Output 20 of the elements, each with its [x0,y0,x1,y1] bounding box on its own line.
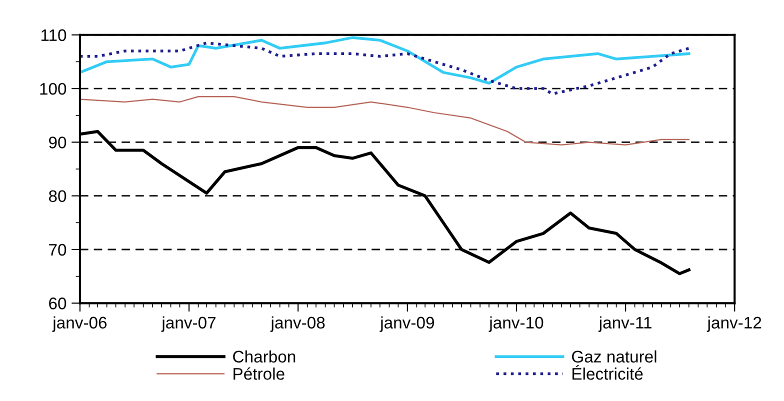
line-series [80,42,690,96]
legend-label: Pétrole [234,367,284,380]
x-tick-label: janv-11 [598,316,652,332]
y-tick-label: 80 [48,190,66,202]
y-tick-label: 90 [49,136,66,148]
line-series [80,36,690,85]
y-tick-label: 70 [49,244,66,256]
legend-label: Gaz naturel [572,350,656,363]
x-tick-label: janv-09 [380,316,434,332]
line-series [80,96,690,146]
x-tick-label: janv-10 [488,316,544,332]
x-tick-label: janv-07 [161,316,216,332]
y-tick-label: 60 [49,298,66,310]
x-tick-label: janv-12 [706,316,762,332]
y-tick-label: 110 [41,29,66,42]
y-tick-label: 100 [40,82,66,95]
x-tick-label: janv-06 [52,316,107,332]
legend-label: Électricité [572,365,643,380]
legend-label: Charbon [233,350,296,363]
x-tick-label: janv-08 [270,316,325,332]
